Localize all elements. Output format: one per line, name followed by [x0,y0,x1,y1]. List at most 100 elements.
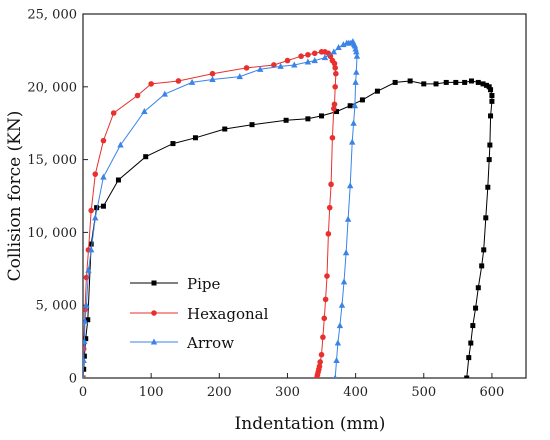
point-hexagonal [321,315,328,322]
y-tick-label: 0 [69,372,77,387]
point-arrow [353,52,361,59]
point-arrow [351,42,359,49]
point-pipe [486,84,492,90]
point-hexagonal [328,181,334,188]
point-pipe [481,247,487,253]
y-tick-label: 15, 000 [27,153,77,168]
point-pipe [407,78,413,84]
point-pipe [462,79,468,85]
point-pipe [85,317,91,323]
x-tick-label: 600 [480,385,505,400]
point-arrow [209,76,216,83]
x-tick-label: 300 [275,385,300,400]
point-pipe [479,263,485,269]
point-pipe [83,336,89,342]
point-pipe [83,366,87,372]
legend-label-pipe: Pipe [187,275,220,293]
point-pipe [249,122,255,128]
series-layer [83,38,495,378]
point-hexagonal [324,273,330,279]
point-hexagonal [284,57,291,64]
point-hexagonal [333,70,339,77]
point-pipe [488,113,494,119]
point-arrow [321,54,329,61]
point-hexagonal [331,105,337,112]
point-hexagonal [332,65,338,71]
legend: Pipe Hexagonal Arrow [130,275,269,352]
point-hexagonal [317,359,323,365]
point-arrow [291,61,298,68]
point-hexagonal [329,134,336,141]
point-pipe [487,142,493,148]
legend-marker-arrow [150,338,158,345]
point-pipe [489,93,495,99]
point-arrow [350,119,357,126]
point-arrow [353,48,360,55]
point-pipe [170,141,176,147]
plot-frame [82,13,527,379]
point-arrow [83,374,85,378]
point-hexagonal [318,351,325,358]
point-arrow [333,357,340,364]
point-pipe [466,355,472,361]
point-hexagonal [298,53,304,60]
point-arrow [161,90,168,97]
point-hexagonal [322,296,329,303]
point-arrow [342,249,350,256]
point-pipe [319,113,325,119]
legend-marker-pipe [151,280,157,286]
point-arrow [346,182,354,189]
y-tick-label: 25, 000 [27,8,77,23]
point-hexagonal [311,50,318,57]
point-pipe [485,184,491,190]
point-pipe [468,340,474,346]
point-arrow [87,246,95,253]
series-line-arrow [83,40,358,378]
point-pipe [347,103,353,109]
point-pipe [115,177,121,183]
point-hexagonal [313,375,320,378]
point-arrow [188,78,196,85]
point-hexagonal [305,51,311,58]
point-pipe [283,117,289,123]
point-arrow [304,58,312,65]
point-pipe [305,116,311,122]
point-pipe [83,353,87,359]
point-hexagonal [332,84,338,90]
point-pipe [483,82,489,88]
point-pipe [88,241,94,247]
point-pipe [488,87,494,93]
point-hexagonal [148,81,154,87]
point-arrow [334,339,342,346]
point-pipe [374,88,380,94]
point-arrow [92,214,99,221]
point-hexagonal [325,231,332,237]
y-tick-label: 20, 000 [27,80,77,95]
legend-label-arrow: Arrow [186,334,234,352]
point-pipe [489,98,495,104]
point-pipe [443,79,449,85]
point-arrow [100,173,107,180]
point-hexagonal [92,171,99,177]
point-arrow [83,317,89,324]
point-arrow [344,215,352,222]
x-tick-label: 100 [139,385,164,400]
point-pipe [464,375,470,378]
point-arrow [236,73,243,80]
point-hexagonal [271,62,277,68]
point-arrow [85,266,92,273]
axis-ticks: 0 100 200 300 400 500 600 0 5, 000 10, 000 15, 000… [27,8,504,401]
point-arrow [351,102,359,109]
point-pipe [480,81,486,87]
point-hexagonal [326,204,333,211]
point-pipe [421,81,427,87]
y-tick-label: 10, 000 [27,226,77,241]
point-pipe [486,157,492,163]
point-pipe [392,79,398,85]
point-pipe [473,305,479,311]
point-hexagonal [100,137,107,144]
point-hexagonal [110,110,117,116]
point-arrow [330,48,338,55]
point-arrow [117,141,124,148]
